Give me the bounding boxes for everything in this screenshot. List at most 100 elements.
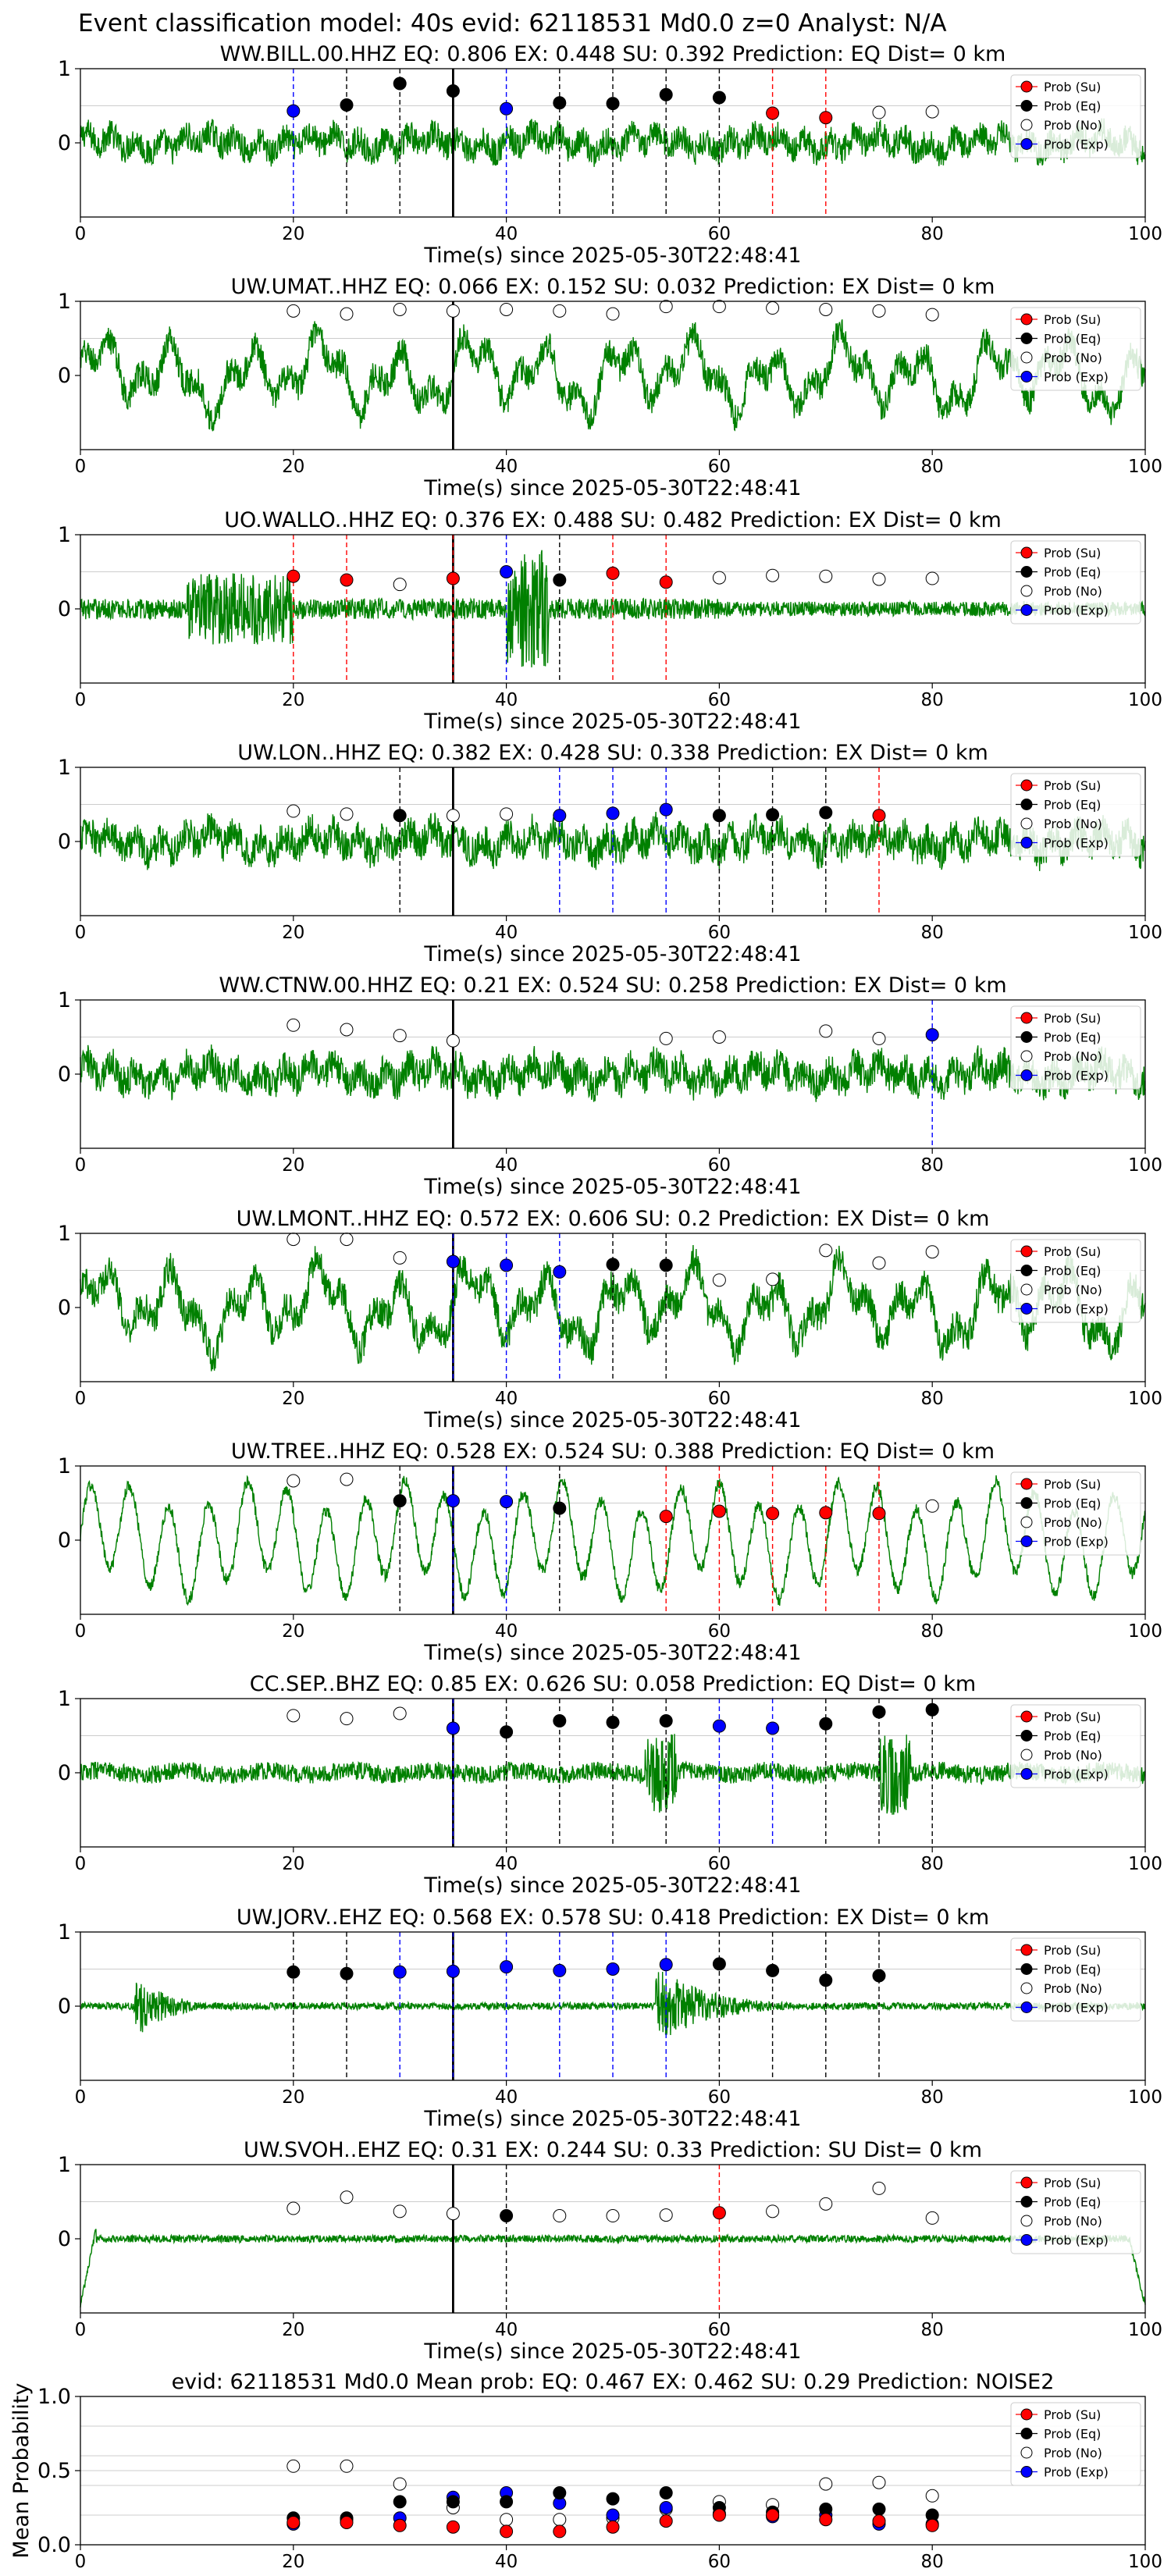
x-tick-label: 100 <box>1128 1621 1162 1642</box>
prob-point-exp <box>500 565 514 578</box>
x-tick-label: 0 <box>75 1155 87 1176</box>
y-tick-label: 0.0 <box>37 2533 71 2557</box>
x-tick-label: 40 <box>495 457 518 477</box>
x-tick-label: 0 <box>75 2552 87 2572</box>
legend-label: Prob (No) <box>1044 1748 1102 1763</box>
mean-prob-point-eq <box>500 2495 514 2509</box>
x-tick-label: 80 <box>921 2087 944 2108</box>
prob-point-no <box>659 1031 673 1045</box>
prob-point-no <box>287 1709 301 1723</box>
prob-point-no <box>712 300 726 314</box>
legend-marker-su <box>1020 1478 1033 1490</box>
prob-point-eq <box>340 98 354 112</box>
legend-label: Prob (Su) <box>1044 1943 1101 1958</box>
prob-point-eq <box>393 76 407 91</box>
legend-marker-exp <box>1020 2466 1033 2478</box>
x-tick-label: 40 <box>495 224 518 244</box>
axes-frame <box>80 1931 1146 2081</box>
y-tick-label: 1 <box>58 756 71 780</box>
mean-prob-point-su <box>712 2508 726 2522</box>
prob-point-no <box>766 568 780 582</box>
x-tick-label: 60 <box>708 923 731 943</box>
axes-frame <box>80 68 1146 218</box>
y-tick-label: 0 <box>58 597 71 621</box>
prob-point-no <box>712 1030 726 1044</box>
mean-prob-point-su <box>340 2516 354 2529</box>
y-tick-label: 0 <box>58 1994 71 2019</box>
prob-point-no <box>659 2208 673 2222</box>
legend-label: Prob (No) <box>1044 2214 1102 2229</box>
mean-prob-point-eq <box>606 2492 620 2506</box>
legend-box <box>1010 1471 1141 1556</box>
x-tick-label: 40 <box>495 2087 518 2108</box>
x-tick-label: 20 <box>282 690 304 710</box>
legend-label: Prob (Eq) <box>1044 798 1101 813</box>
legend-marker-eq <box>1020 1265 1033 1276</box>
prob-point-su <box>872 1507 886 1521</box>
mean-prob-point-no <box>553 2513 567 2527</box>
x-tick-label: 100 <box>1128 690 1162 710</box>
prob-point-su <box>712 2206 726 2220</box>
x-tick-label: 40 <box>495 923 518 943</box>
x-tick-label: 0 <box>75 2320 87 2340</box>
legend-marker-exp <box>1020 1303 1033 1315</box>
panel-title: UO.WALLO..HHZ EQ: 0.376 EX: 0.488 SU: 0.… <box>224 508 1002 532</box>
prob-point-eq <box>766 808 780 822</box>
panel-title: UW.SVOH..EHZ EQ: 0.31 EX: 0.244 SU: 0.33… <box>244 2138 982 2162</box>
mean-prob-point-eq <box>659 2486 673 2500</box>
panel-title: UW.LON..HHZ EQ: 0.382 EX: 0.428 SU: 0.33… <box>237 741 988 765</box>
prob-point-exp <box>553 809 567 823</box>
prob-point-exp <box>446 1254 460 1268</box>
legend-marker-eq <box>1020 1031 1033 1043</box>
prob-point-exp <box>393 1965 407 1979</box>
legend-box <box>1010 1937 1141 2022</box>
prob-point-su <box>712 1504 726 1518</box>
prob-point-no <box>446 304 460 318</box>
prob-point-su <box>659 1510 673 1524</box>
prob-point-no <box>393 1029 407 1043</box>
panel-title: CC.SEP..BHZ EQ: 0.85 EX: 0.626 SU: 0.058… <box>250 1672 976 1696</box>
y-tick-label: 1 <box>58 1920 71 1944</box>
panel-2: UW.UMAT..HHZ EQ: 0.066 EX: 0.152 SU: 0.0… <box>58 275 1162 500</box>
legend-label: Prob (Su) <box>1044 2407 1101 2422</box>
prob-point-eq <box>553 96 567 110</box>
legend-label: Prob (Exp) <box>1044 1302 1109 1317</box>
x-tick-label: 20 <box>282 1621 304 1642</box>
x-tick-label: 0 <box>75 224 87 244</box>
legend-marker-su <box>1020 2176 1033 2189</box>
legend-label: Prob (Exp) <box>1044 1069 1109 1083</box>
panels: WW.BILL.00.HHZ EQ: 0.806 EX: 0.448 SU: 0… <box>9 42 1162 2572</box>
legend-marker-exp <box>1020 2001 1033 2013</box>
prob-point-no <box>340 1712 354 1726</box>
axes-frame <box>80 2396 1146 2546</box>
legend-label: Prob (Exp) <box>1044 370 1109 385</box>
legend-label: Prob (Su) <box>1044 1477 1101 1492</box>
prob-point-eq <box>606 97 620 111</box>
axes-frame <box>80 767 1146 916</box>
prob-point-eq <box>819 1717 833 1731</box>
axes-frame <box>80 1698 1146 1848</box>
y-tick-label: 1 <box>58 523 71 547</box>
legend-label: Prob (Su) <box>1044 1244 1101 1259</box>
legend-label: Prob (No) <box>1044 817 1102 831</box>
prob-point-eq <box>712 1957 726 1971</box>
legend-label: Prob (Exp) <box>1044 603 1109 618</box>
prob-point-no <box>819 569 833 583</box>
prob-point-su <box>446 571 460 585</box>
y-tick-label: 0 <box>58 364 71 388</box>
legend-box <box>1010 773 1141 857</box>
prob-point-eq <box>659 1714 673 1727</box>
panel-title: evid: 62118531 Md0.0 Mean prob: EQ: 0.46… <box>172 2370 1055 2394</box>
x-tick-label: 100 <box>1128 1854 1162 1874</box>
prob-point-exp <box>606 1962 620 1976</box>
x-tick-label: 40 <box>495 1389 518 1409</box>
x-tick-label: 40 <box>495 1621 518 1642</box>
y-tick-label: 1 <box>58 290 71 314</box>
panel-10: UW.SVOH..EHZ EQ: 0.31 EX: 0.244 SU: 0.33… <box>58 2138 1162 2364</box>
legend-marker-su <box>1020 80 1033 93</box>
x-tick-label: 100 <box>1128 1389 1162 1409</box>
x-tick-label: 40 <box>495 690 518 710</box>
mean-prob-point-su <box>393 2518 407 2532</box>
x-tick-label: 80 <box>921 457 944 477</box>
y-axis-label: Mean Probability <box>9 2383 34 2559</box>
